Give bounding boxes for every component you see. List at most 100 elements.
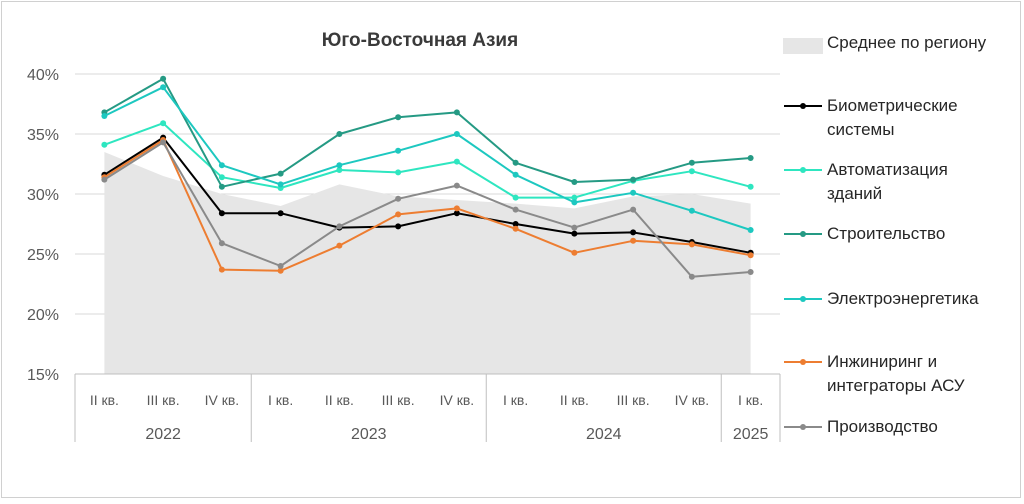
legend-label: Строительство [827,224,945,243]
y-axis: 15% 20% 25% 30% 35% 40% [27,67,59,384]
series-line [103,77,751,188]
data-point [630,189,637,196]
x-axis: II кв. III кв. IV кв. I кв. II кв. III кв. IV … [74,373,781,443]
legend-swatch-marker [800,296,806,302]
data-point [630,176,637,183]
data-point [571,230,578,237]
data-point [101,113,108,119]
data-point [395,147,402,154]
data-point [512,194,519,201]
data-point [277,263,284,269]
y-tick-label: 35% [27,127,59,144]
data-point [688,168,695,175]
data-point [747,269,754,275]
y-tick-label: 30% [27,187,59,204]
data-point [101,176,108,183]
data-point [571,179,578,185]
y-tick-label: 15% [27,367,59,384]
x-tick-label: I кв. [268,392,293,408]
data-point [395,223,402,230]
legend-swatch-marker [800,103,806,109]
data-point [688,207,695,214]
legend-label: Автоматизация [827,160,948,179]
data-point [277,181,284,188]
x-tick-label: III кв. [147,392,180,408]
data-point [688,241,695,248]
data-point [395,195,402,202]
x-tick-label: IV кв. [205,392,240,408]
data-point [688,159,695,166]
legend-label: Электроэнергетика [827,289,979,308]
data-point [218,183,225,190]
data-point [218,174,225,181]
legend-swatch-marker [800,359,806,365]
data-point [571,194,578,201]
data-point [630,206,637,213]
data-point [101,141,108,148]
data-point [630,237,637,244]
data-point [512,225,519,232]
data-point [160,139,167,146]
data-point [747,227,754,233]
data-point [453,210,460,217]
data-point [512,171,519,178]
series-line [103,86,751,231]
data-point [218,162,225,169]
data-point [453,158,460,165]
y-tick-label: 20% [27,307,59,324]
chart-title: Юго-Восточная Азия [322,30,518,51]
average-area [104,152,751,374]
series-lines [101,75,754,280]
year-label: 2022 [145,426,181,443]
x-tick-label: III кв. [617,392,650,408]
legend-swatch-area [783,38,823,54]
data-point [277,170,284,177]
data-point [336,131,343,137]
data-point [277,210,284,217]
x-tick-label: IV кв. [440,392,475,408]
data-point [218,266,225,273]
data-point [512,206,519,213]
y-tick-label: 25% [27,247,59,264]
data-point [160,120,167,127]
legend-label: Среднее по региону [827,33,987,52]
legend-label: Биометрические [827,96,958,115]
legend-label: системы [827,120,894,139]
data-point [336,167,343,173]
data-point [336,223,343,230]
x-tick-label: II кв. [325,392,354,408]
data-point [395,211,402,218]
legend-swatch-marker [800,167,806,173]
legend-label: Производство [827,417,938,436]
data-point [218,240,225,247]
x-tick-label: I кв. [503,392,528,408]
data-point [512,159,519,166]
data-point [160,75,167,82]
data-point [747,155,754,161]
data-point [747,183,754,190]
data-point [277,267,284,274]
data-point [336,242,343,249]
y-tick-label: 40% [27,67,59,84]
data-point [512,221,519,227]
year-label: 2023 [351,426,387,443]
data-point [453,131,460,137]
data-point [688,273,695,280]
data-point [336,162,343,169]
data-point [571,224,578,231]
x-tick-label: II кв. [560,392,589,408]
x-tick-label: I кв. [738,392,763,408]
x-tick-label: IV кв. [675,392,710,408]
data-point [218,210,225,217]
data-point [453,182,460,189]
year-label: 2024 [586,426,622,443]
series-line [103,141,751,278]
area-average-region [104,152,751,374]
legend-label: Инжиниринг и [827,352,937,371]
legend-swatch-marker [800,424,806,430]
legend-swatch-marker [800,231,806,237]
data-point [395,169,402,176]
data-point [395,114,402,121]
